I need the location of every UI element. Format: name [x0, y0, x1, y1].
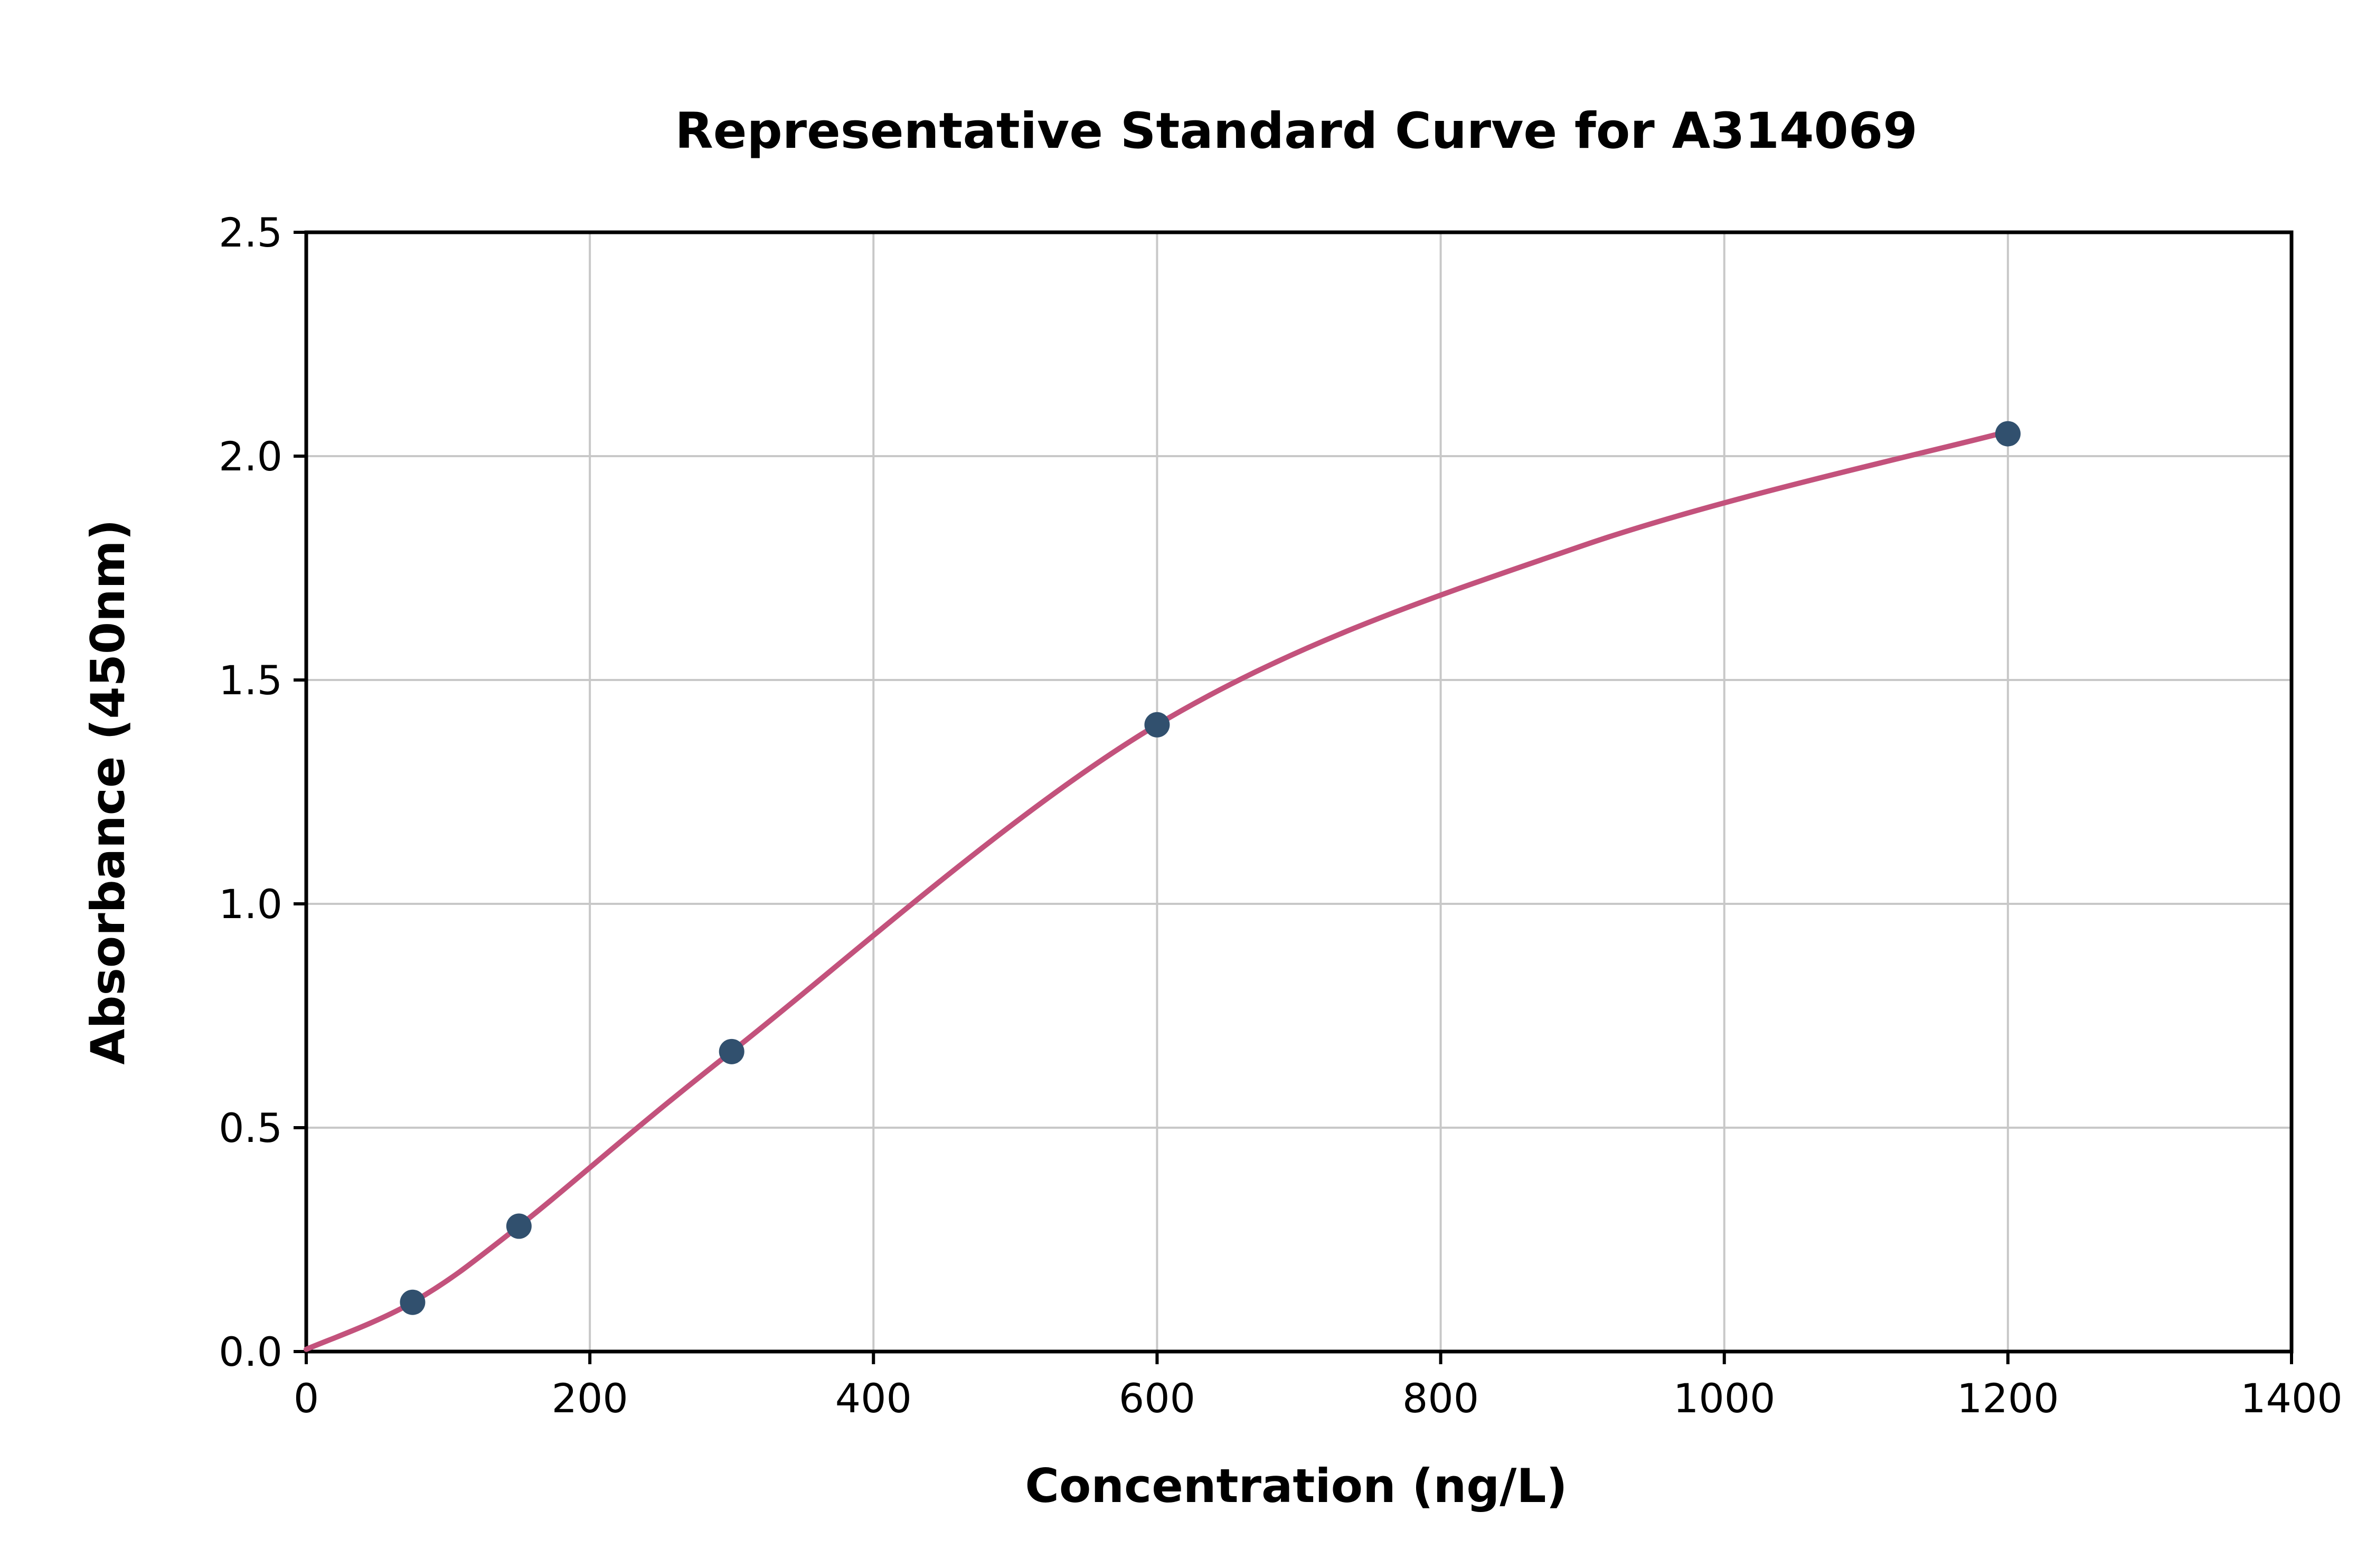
plot-border: [304, 230, 2294, 1354]
y-tick-label: 2.0: [219, 433, 282, 480]
x-tick-label: 1200: [1957, 1375, 2059, 1422]
data-point: [400, 1289, 426, 1315]
y-tick-label: 1.5: [219, 657, 282, 704]
x-tick-label: 1000: [1673, 1375, 1775, 1422]
series-layer: [304, 421, 2021, 1352]
data-point: [719, 1038, 744, 1064]
grid-layer: [305, 231, 2293, 1353]
x-tick-label: 600: [1119, 1375, 1195, 1422]
data-point: [506, 1213, 532, 1239]
x-tick-label: 800: [1402, 1375, 1479, 1422]
y-tick-label: 0.5: [219, 1104, 282, 1151]
x-tick-label: 400: [835, 1375, 912, 1422]
x-axis-label: Concentration (ng/L): [1025, 1459, 1567, 1513]
y-tick-label: 1.0: [219, 881, 282, 928]
axis-layer: 0 200 400 600 800 1000 1200 1400 0.0 0.5 1.0 1.5 2.0…: [219, 209, 2343, 1422]
x-tick-label: 200: [552, 1375, 628, 1422]
y-tick-label: 2.5: [219, 209, 282, 256]
chart-title: Representative Standard Curve for A31406…: [675, 102, 1917, 160]
data-point: [1144, 712, 1170, 738]
data-point: [1995, 421, 2021, 447]
standard-curve-line: [304, 429, 2011, 1352]
x-tick-label: 0: [294, 1375, 319, 1422]
x-tick-label: 1400: [2240, 1375, 2342, 1422]
y-tick-label: 0.0: [219, 1328, 282, 1375]
y-axis-label: Absorbance (450nm): [81, 519, 135, 1064]
